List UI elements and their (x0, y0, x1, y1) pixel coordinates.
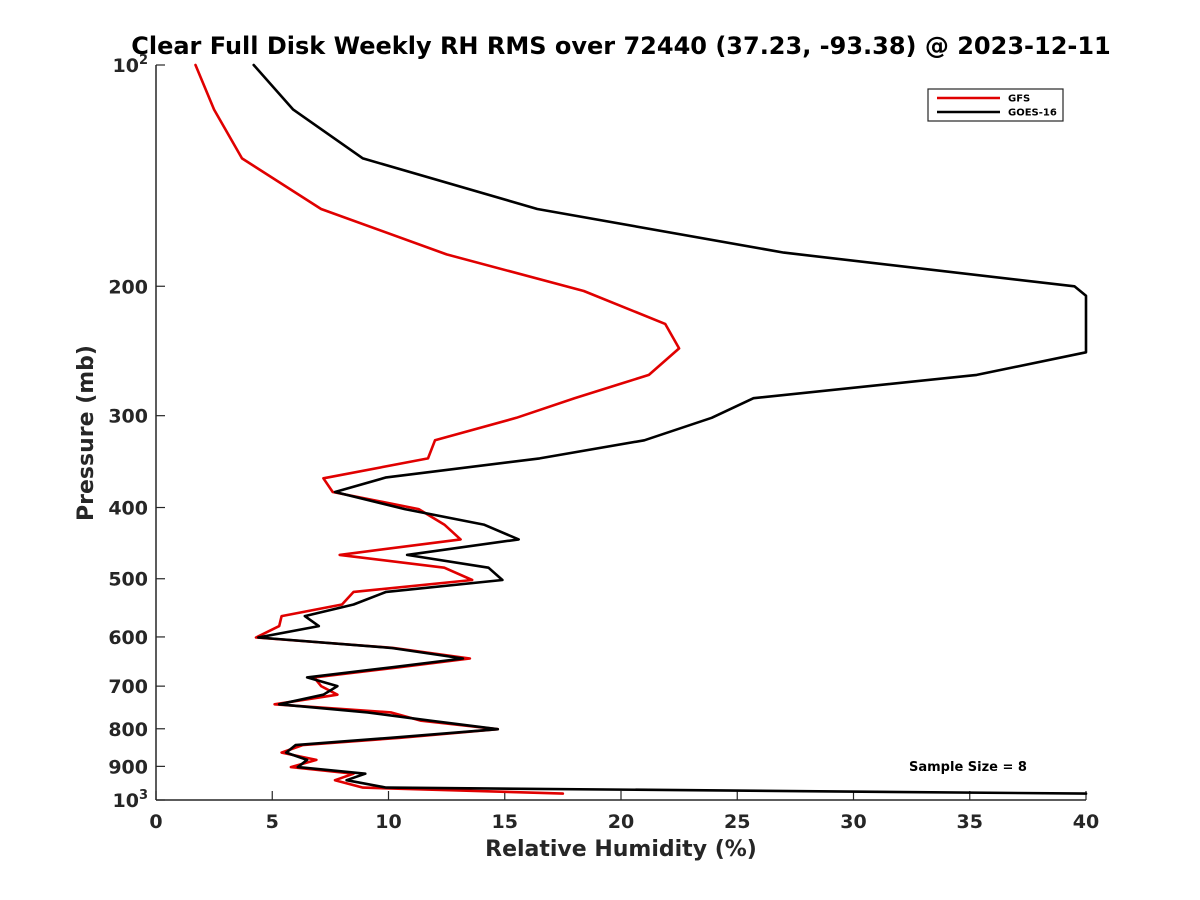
x-axis-label: Relative Humidity (%) (485, 837, 757, 862)
y-tick-label: 900 (108, 756, 148, 778)
series-line-goes-16 (252, 63, 1088, 795)
x-tick-label: 15 (492, 811, 518, 833)
legend: GFS GOES-16 (927, 88, 1064, 122)
y-tick-label: 800 (108, 719, 148, 741)
sample-size-annotation: Sample Size = 8 (909, 760, 1027, 775)
y-tick-label: 700 (108, 676, 148, 698)
series-layer (194, 63, 1088, 795)
x-tick-label: 40 (1073, 811, 1099, 833)
x-tick-label: 25 (724, 811, 750, 833)
series-line-gfs (194, 63, 681, 795)
x-tick-label: 0 (149, 811, 162, 833)
x-tick-label: 10 (375, 811, 401, 833)
y-tick-label: 600 (108, 627, 148, 649)
x-tick-label: 30 (840, 811, 866, 833)
y-tick-label: 400 (108, 498, 148, 520)
x-tick-label: 35 (957, 811, 983, 833)
y-tick-label: 103 (113, 788, 149, 812)
y-tick-label: 102 (113, 53, 149, 77)
x-tick-label: 5 (266, 811, 279, 833)
y-axis-label: Pressure (mb) (74, 345, 99, 521)
chart-title: Clear Full Disk Weekly RH RMS over 72440… (131, 32, 1111, 60)
x-axis-ticks: 0 5 10 15 20 25 30 35 40 (149, 791, 1099, 833)
x-tick-label: 20 (608, 811, 634, 833)
y-axis-ticks: 102 200 300 400 500 600 700 800 900 103 (108, 53, 165, 812)
y-tick-label: 500 (108, 569, 148, 591)
y-tick-label: 300 (108, 406, 148, 428)
legend-label: GOES-16 (1008, 108, 1057, 119)
legend-box (927, 88, 1064, 122)
y-tick-label: 200 (108, 276, 148, 298)
legend-label: GFS (1008, 94, 1030, 105)
